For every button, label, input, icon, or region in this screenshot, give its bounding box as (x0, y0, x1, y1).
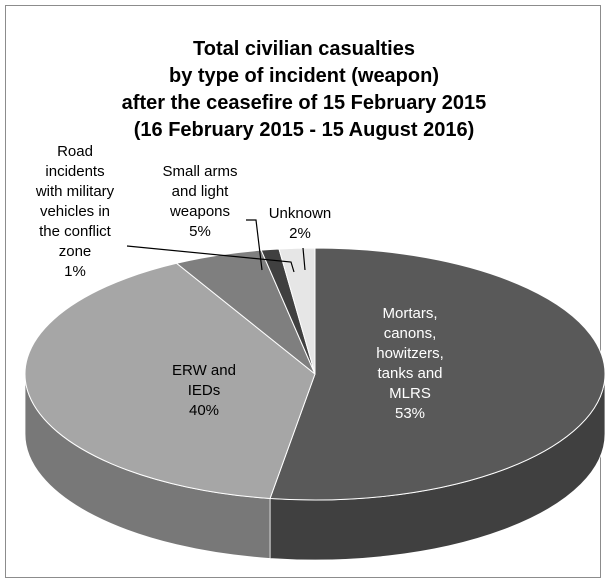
slice-small-arms-label-line: Small arms (162, 163, 238, 180)
slice-mortars-label-line: tanks and (377, 365, 443, 382)
slice-small-arms-label: Small arms and light weapons 5% (150, 162, 250, 242)
slice-road-incidents-label-line: zone (58, 243, 92, 260)
slice-erw-ieds (24, 262, 316, 500)
slice-road-incidents-label-line: the conflict (39, 223, 111, 240)
slice-mortars-label: Mortars, canons, howitzers, tanks and MLRS 53… (344, 304, 476, 424)
leader-line-road-incidents (126, 245, 295, 273)
leader-line-unknown (302, 247, 306, 271)
slice-small-arms-label-line: weapons (169, 203, 231, 220)
slice-erw-ieds-label-line: ERW and (172, 362, 236, 379)
chart-title-line-4: (16 February 2015 - 15 August 2016) (133, 119, 475, 141)
slice-small-arms-percent: 5% (189, 223, 211, 240)
slice-unknown-label-line: Unknown (268, 205, 332, 222)
slice-erw-ieds-label: ERW and IEDs 40% (144, 361, 264, 421)
slice-unknown-label: Unknown 2% (258, 204, 342, 244)
slice-mortars-label-line: howitzers, (376, 345, 444, 362)
leader-line-small-arms (246, 219, 263, 271)
slice-erw-ieds-label-line: IEDs (187, 382, 221, 399)
slice-unknown-percent: 2% (289, 225, 311, 242)
slice-unknown (278, 247, 316, 375)
slice-road-incidents-label-line: incidents (45, 163, 105, 180)
slice-mortars-label-line: canons, (383, 325, 437, 342)
slice-mortars-percent: 53% (394, 405, 426, 422)
slice-erw-ieds-percent: 40% (188, 402, 220, 419)
chart-title-line-3: after the ceasefire of 15 February 2015 (121, 92, 487, 114)
slice-road-incidents-percent: 1% (64, 263, 86, 280)
slice-road-incidents-label-line: with military (35, 183, 115, 200)
slice-road-incidents-label-line: vehicles in (39, 203, 111, 220)
slice-small-arms-label-line: and light (171, 183, 229, 200)
slice-mortars (269, 247, 606, 501)
slice-road-incidents-label-line: Road (57, 143, 93, 160)
slice-road-incidents-label: Road incidents with military vehicles in the… (20, 142, 130, 282)
slice-mortars-label-line: Mortars, (382, 305, 438, 322)
slice-mortars-label-line: MLRS (389, 385, 431, 402)
chart-title-line-1: Total civilian casualties (193, 38, 415, 60)
chart-title-line-2: by type of incident (weapon) (168, 65, 439, 87)
